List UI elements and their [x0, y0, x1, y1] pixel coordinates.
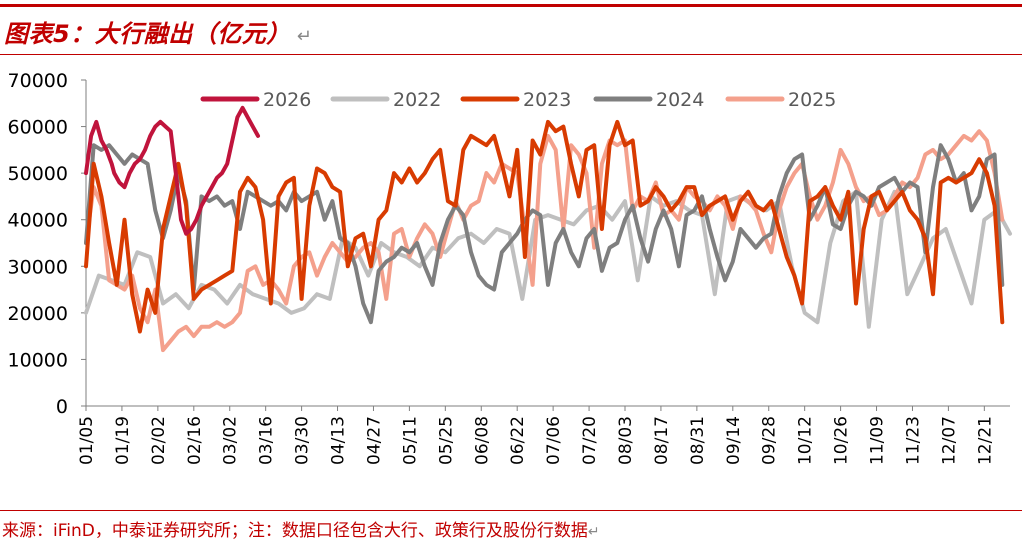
legend-label-2024: 2024	[656, 89, 704, 111]
legend-label-2025: 2025	[788, 89, 836, 111]
series-line-2026	[84, 105, 260, 236]
x-tick-label: 01/19	[113, 416, 133, 465]
x-tick-label: 05/11	[400, 416, 420, 465]
y-tick-label: 10000	[8, 349, 68, 371]
line-chart: 0 10000 20000 30000 40000 50000 60000 70000 01/0…	[8, 70, 1012, 465]
series-line-2022	[84, 189, 1012, 329]
y-tick-label: 40000	[8, 210, 68, 232]
return-mark: ↵	[296, 26, 313, 47]
legend-label-2022: 2022	[393, 89, 441, 111]
x-tick-label: 09/28	[760, 416, 780, 465]
legend-label-2026: 2026	[263, 89, 311, 111]
legend-label-2023: 2023	[523, 89, 571, 111]
x-tick-label: 06/08	[472, 416, 492, 465]
x-tick-label: 04/13	[329, 416, 349, 465]
source-text: 来源：iFinD，中泰证券研究所；注：数据口径包含大行、政策行及股份行数据	[2, 521, 588, 541]
y-tick-label: 50000	[8, 163, 68, 185]
x-tick-label: 12/07	[939, 416, 959, 465]
x-tick-label: 12/21	[975, 416, 995, 465]
figure-title: 图表5：大行融出（亿元） ↵	[4, 14, 312, 49]
x-tick-label: 02/02	[149, 416, 169, 465]
x-tick-label: 03/16	[257, 416, 277, 465]
x-tick-label: 10/12	[796, 416, 816, 465]
y-tick-label: 30000	[8, 256, 68, 278]
source-note: 来源：iFinD，中泰证券研究所；注：数据口径包含大行、政策行及股份行数据↵	[2, 516, 600, 541]
x-tick-label: 11/09	[868, 416, 888, 465]
x-tick-label: 07/06	[544, 416, 564, 465]
x-tick-label: 08/03	[616, 416, 636, 465]
header-rule	[0, 54, 1022, 55]
x-tick-label: 01/05	[77, 416, 97, 465]
x-tick-label: 04/27	[364, 416, 384, 465]
y-tick-label: 0	[56, 396, 68, 418]
series-line-2023	[84, 119, 1005, 334]
x-tick-label: 05/25	[436, 416, 456, 465]
x-tick-label: 07/20	[580, 416, 600, 465]
y-tick-label: 20000	[8, 303, 68, 325]
x-tick-label: 08/31	[688, 416, 708, 465]
x-tick-label: 08/17	[652, 416, 672, 465]
footer-rule	[0, 510, 1022, 511]
top-rule	[0, 4, 1022, 7]
y-tick-label: 60000	[8, 117, 68, 139]
source-return-mark: ↵	[587, 524, 600, 540]
series-line-2025	[84, 129, 1005, 353]
x-tick-label: 09/14	[724, 416, 744, 465]
x-tick-label: 10/26	[832, 416, 852, 465]
x-tick-label: 06/22	[508, 416, 528, 465]
figure-title-text: 图表5：大行融出（亿元）	[4, 20, 291, 48]
x-tick-label: 03/30	[293, 416, 313, 465]
x-tick-label: 02/16	[185, 416, 205, 465]
y-tick-label: 70000	[8, 70, 68, 92]
x-tick-label: 11/23	[903, 416, 923, 465]
x-tick-label: 03/02	[221, 416, 241, 465]
